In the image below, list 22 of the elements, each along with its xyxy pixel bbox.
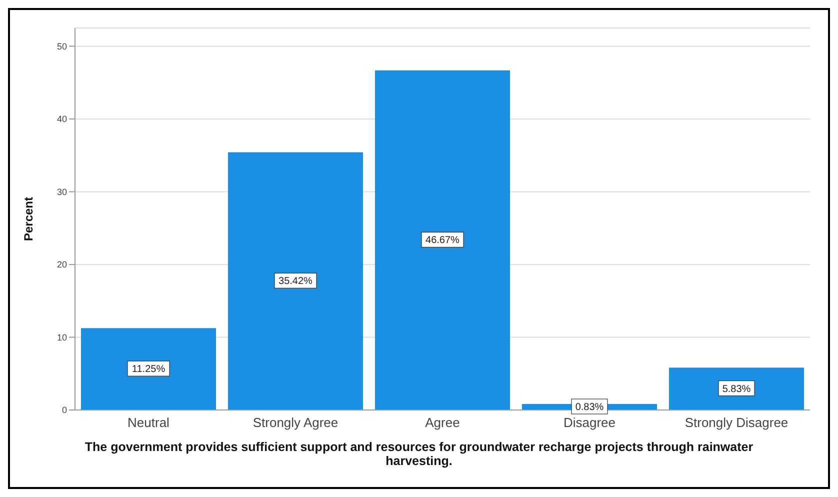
data-label: 46.67% — [426, 235, 460, 246]
x-tick-label: Strongly Disagree — [684, 415, 788, 430]
y-tick-label: 0 — [62, 405, 67, 416]
y-tick-label: 30 — [56, 186, 67, 197]
bar — [375, 70, 510, 410]
bar — [669, 368, 804, 410]
x-tick-label: Neutral — [128, 415, 170, 430]
y-tick-label: 40 — [56, 114, 67, 124]
data-label: 11.25% — [132, 364, 166, 376]
data-label: 0.83% — [575, 402, 604, 413]
bar — [228, 152, 363, 410]
x-tick-label: Strongly Agree — [252, 415, 338, 430]
y-axis-title: Percent — [21, 196, 36, 242]
y-tick-label: 50 — [56, 41, 67, 52]
data-label: 35.42% — [278, 276, 313, 288]
x-tick-label: Disagree — [563, 415, 616, 430]
data-label: 5.83% — [722, 384, 751, 395]
bar — [81, 328, 216, 410]
y-tick-label: 10 — [56, 332, 67, 342]
y-tick-label: 20 — [56, 260, 67, 270]
x-tick-label: Agree — [425, 415, 460, 430]
x-axis-title: The government provides sufficient support and resources for groundwater recharge projects through rainwater harvesting. — [84, 440, 754, 468]
